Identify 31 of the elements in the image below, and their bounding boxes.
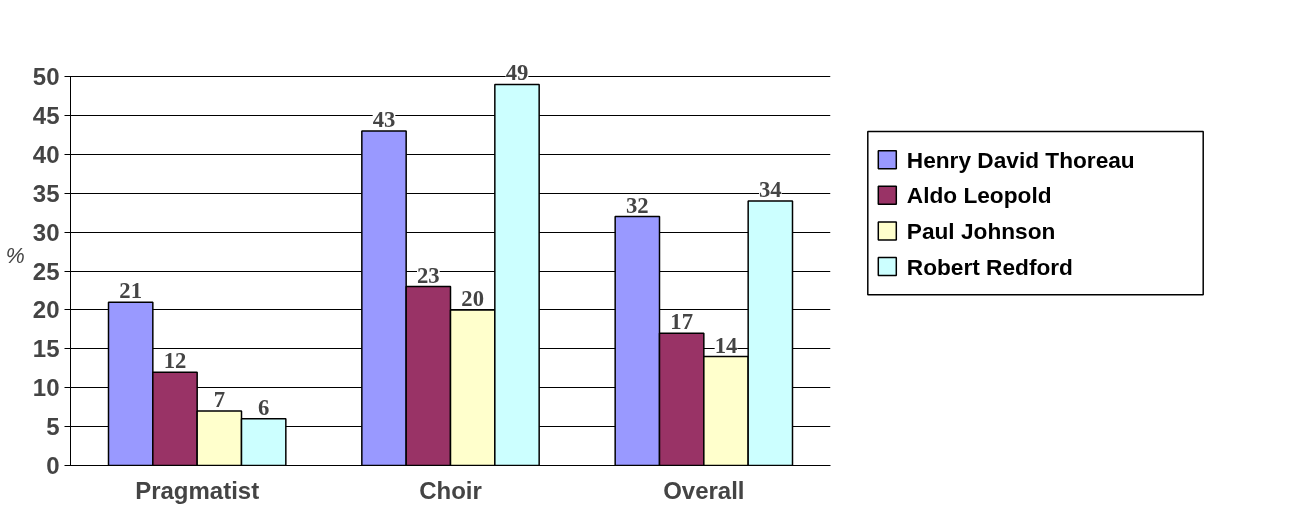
y-tick-label: 10 xyxy=(32,374,60,402)
data-label: 7 xyxy=(213,387,225,413)
y-tick-label: 15 xyxy=(32,335,60,363)
legend-label: Robert Redford xyxy=(906,253,1073,280)
y-tick-label: 35 xyxy=(32,179,60,207)
y-tick-label: 45 xyxy=(32,102,60,129)
y-tick-label: 25 xyxy=(32,257,60,285)
y-tick-label: 5 xyxy=(46,413,60,441)
data-label: 17 xyxy=(670,309,693,335)
legend-label: Aldo Leopold xyxy=(906,182,1052,209)
x-tick-label: Choir xyxy=(419,476,482,504)
data-label: 21 xyxy=(119,278,142,304)
x-tick-label: Pragmatist xyxy=(135,476,260,504)
data-label: 12 xyxy=(163,348,187,374)
y-tick-label: 50 xyxy=(32,63,60,91)
legend-label: Paul Johnson xyxy=(906,217,1056,244)
y-tick-label: 20 xyxy=(32,296,60,324)
data-label: 49 xyxy=(505,60,529,86)
y-tick-label: 40 xyxy=(32,140,60,168)
data-label: 32 xyxy=(626,192,649,218)
y-axis-title: % xyxy=(5,243,25,268)
data-label: 20 xyxy=(461,285,484,311)
legend-label: Henry David Thoreau xyxy=(906,146,1135,173)
data-label: 14 xyxy=(714,332,738,358)
data-label: 34 xyxy=(759,177,782,203)
data-label: 6 xyxy=(258,394,270,420)
x-tick-label: Overall xyxy=(663,476,745,504)
data-label: 43 xyxy=(372,107,396,133)
y-tick-label: 30 xyxy=(32,218,60,246)
data-label: 23 xyxy=(417,262,440,288)
y-tick-label: 0 xyxy=(46,452,60,479)
